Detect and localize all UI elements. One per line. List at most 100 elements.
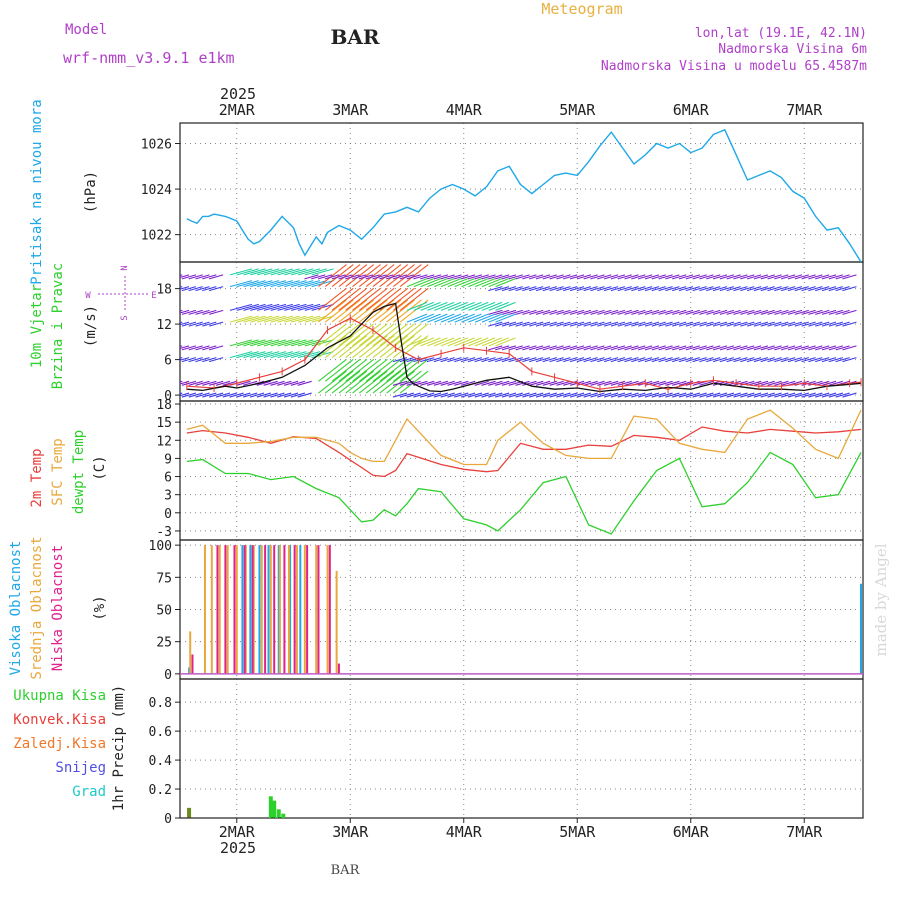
wind-arrow: [304, 303, 327, 311]
wind-arrow: [719, 392, 735, 398]
wind-arrow: [488, 321, 503, 327]
wind-arrow: [699, 309, 714, 315]
wind-arrow: [740, 309, 755, 315]
dewpt-axis-title: dewpt Temp: [71, 430, 87, 514]
wind-arrow: [617, 357, 632, 363]
wind-arrow: [297, 339, 321, 347]
wind-arrow: [808, 345, 823, 351]
wind-arrow: [828, 309, 843, 315]
wind-arrow: [270, 315, 293, 323]
wind-arrow: [597, 274, 612, 280]
wind-arrow: [501, 380, 517, 386]
wind-arrow: [202, 274, 217, 280]
wind-arrow: [379, 274, 394, 280]
wind-arrow: [488, 380, 503, 386]
wind-arrow: [529, 357, 544, 363]
wind-arrow: [372, 358, 402, 382]
wind-arrow: [263, 351, 287, 359]
y-tick-label: 0.4: [149, 754, 173, 769]
wind-arrow: [740, 357, 755, 363]
wind-arrow: [658, 309, 673, 315]
wind-arrow: [781, 274, 796, 280]
wind-arrow: [631, 286, 646, 292]
wind-arrow: [324, 287, 354, 311]
wind-arrow: [324, 264, 354, 288]
wind-arrow: [243, 351, 266, 359]
wind-arrow: [434, 301, 455, 311]
wind-arrow: [440, 380, 455, 386]
wind-arrow: [617, 392, 632, 398]
wind-arrow: [760, 357, 775, 363]
wind-arrow: [644, 321, 660, 327]
wind-arrow: [576, 357, 592, 363]
wind-arrow: [719, 286, 735, 292]
wind-arrow: [753, 309, 769, 315]
wind-arrow: [426, 392, 442, 398]
wind-arrow: [338, 299, 368, 323]
wind-arrow: [406, 313, 428, 323]
wind-arrow: [726, 309, 741, 315]
wind-arrow: [365, 299, 395, 323]
wind-arrow: [358, 274, 374, 280]
wind-arrow: [583, 380, 598, 386]
wind-arrow: [180, 392, 190, 397]
wind-arrow: [767, 345, 782, 351]
wind-arrow: [433, 357, 449, 363]
wind-arrow: [672, 345, 687, 351]
wind-arrow: [631, 345, 646, 351]
wind-arrow: [733, 286, 748, 292]
wind-arrow: [665, 274, 680, 280]
wind-arrow: [815, 345, 830, 351]
wind-arrow: [542, 392, 557, 398]
wind-arrow: [386, 370, 415, 394]
wind-arrow: [454, 274, 469, 280]
wind-arrow: [672, 309, 687, 315]
wind-arrow: [740, 274, 755, 280]
wind-arrow: [760, 309, 775, 315]
temp2m-series-line: [186, 426, 862, 478]
panel-precip: 0 0.2 0.4 0.6 0.8: [149, 678, 864, 827]
wind-arrow: [447, 337, 469, 347]
wind-arrow: [603, 345, 619, 351]
wind-arrow: [603, 357, 619, 363]
wind-arrow: [358, 370, 388, 394]
total-precip-bar: [187, 807, 192, 818]
high-cloud-axis-title: Visoka Oblacnost: [8, 541, 24, 676]
wind-arrow: [563, 392, 578, 398]
wind-arrow: [712, 392, 728, 398]
wind-arrow: [678, 321, 694, 327]
wind-arrow: [753, 286, 769, 292]
wind-arrow: [542, 309, 557, 315]
wind-arrow: [420, 301, 441, 311]
wind-arrow: [454, 392, 469, 398]
wind-arrow: [304, 280, 327, 288]
legend-conv-precip: Konvek.Kisa: [13, 712, 106, 728]
wind-arrow: [590, 274, 605, 280]
wind-arrow: [658, 357, 673, 363]
wind-arrow: [672, 380, 687, 386]
wind-arrow: [835, 309, 850, 315]
wind-arrow: [638, 357, 653, 363]
wind-arrow: [617, 286, 632, 292]
wind-arrow: [440, 278, 462, 288]
wind-arrow: [202, 380, 217, 386]
wind-arrow: [386, 358, 415, 382]
year-label-bottom: 2025: [220, 839, 256, 857]
coords-label: lon,lat (19.1E, 42.1N): [695, 26, 867, 41]
wind-arrow: [447, 278, 469, 288]
wind-arrow: [638, 309, 653, 315]
temp2m-axis-title: 2m Temp: [29, 448, 45, 507]
wind-arrow: [712, 286, 728, 292]
legend-hail: Grad: [72, 784, 106, 800]
wind-arrow: [291, 315, 314, 323]
wind-arrow: [440, 301, 462, 311]
wind-arrow: [297, 315, 321, 323]
wind-arrow: [372, 274, 387, 280]
wind-arrow: [726, 321, 741, 327]
wind-arrow: [624, 392, 639, 398]
wind-arrow: [665, 321, 680, 327]
wind-arrow: [406, 337, 428, 347]
wind-arrow: [610, 380, 626, 386]
wind-arrow: [345, 358, 375, 382]
wind-arrow: [481, 301, 503, 311]
